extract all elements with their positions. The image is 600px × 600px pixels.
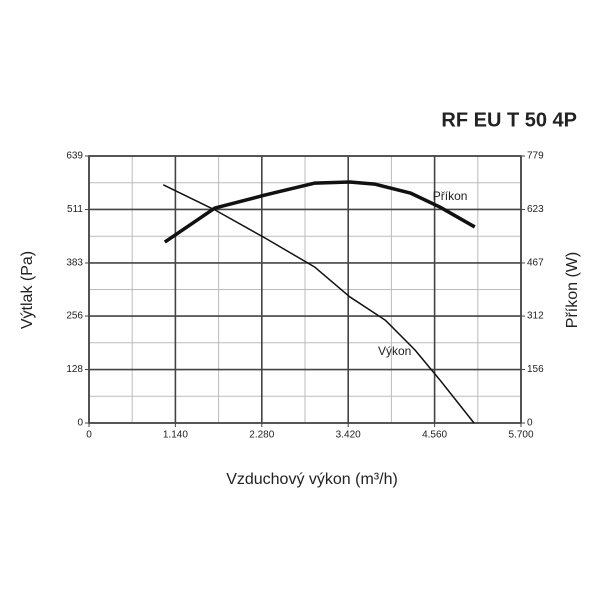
y2-tick-label: 623	[527, 204, 544, 215]
x-tick-label: 4.560	[422, 430, 447, 441]
y2-tick-label: 779	[527, 151, 544, 162]
y-axis-title: Výtlak (Pa)	[19, 251, 36, 329]
x-tick-label: 0	[86, 430, 92, 441]
x-tick-label: 3.420	[336, 430, 361, 441]
y2-axis-title: Příkon (W)	[564, 252, 581, 328]
series-label: Příkon	[433, 189, 468, 203]
y2-tick-label: 467	[527, 258, 544, 269]
y-tick-label: 383	[66, 258, 83, 269]
series-label: Výkon	[378, 344, 411, 358]
y2-tick-label: 0	[527, 418, 533, 429]
series-line	[163, 180, 476, 244]
x-tick-label: 2.280	[249, 430, 274, 441]
y-tick-label: 639	[66, 151, 83, 162]
x-tick-label: 5.700	[508, 430, 533, 441]
chart-title: RF EU T 50 4P	[441, 109, 577, 131]
x-axis-title: Vzduchový výkon (m³/h)	[226, 471, 398, 488]
y-tick-label: 0	[77, 418, 83, 429]
plot-frame	[88, 155, 522, 424]
y-tick-label: 128	[66, 364, 83, 375]
y-tick-label: 256	[66, 311, 83, 322]
y2-tick-label: 312	[527, 311, 544, 322]
x-tick-label: 1.140	[163, 430, 188, 441]
y2-tick-label: 156	[527, 364, 544, 375]
y-tick-label: 511	[67, 204, 83, 215]
series-line	[162, 184, 475, 424]
